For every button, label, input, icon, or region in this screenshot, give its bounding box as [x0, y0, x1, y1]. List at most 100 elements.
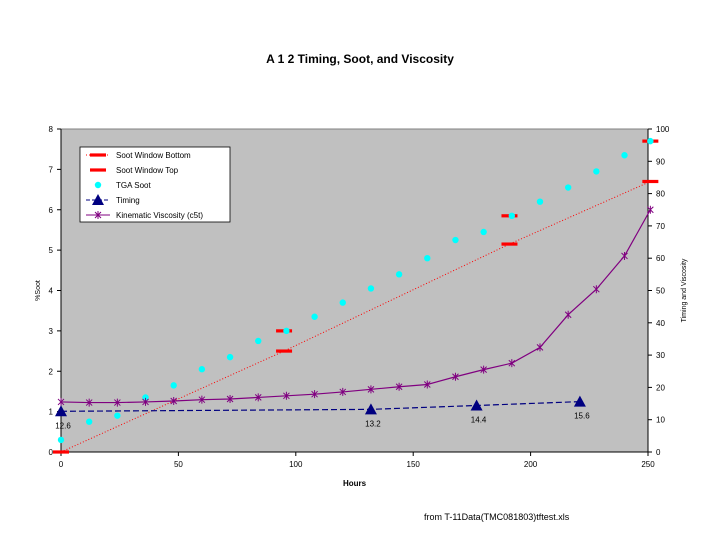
kinematic-viscosity-point — [311, 390, 318, 399]
y-left-tick-label: 6 — [49, 206, 54, 215]
kinematic-viscosity-point — [480, 365, 487, 374]
series-kinematic-viscosity — [57, 205, 654, 407]
y-left-tick-label: 0 — [49, 448, 54, 457]
tga-soot-point — [367, 285, 375, 292]
x-axis-title: Hours — [343, 479, 367, 488]
x-tick-label: 250 — [641, 460, 655, 469]
y-left-tick-label: 3 — [49, 327, 54, 336]
axis-layer: 0 50 100 150 200 2500123456780102030405060708… — [35, 125, 688, 488]
y-left-tick-label: 1 — [49, 408, 54, 417]
legend-entry: TGA Soot — [94, 181, 151, 190]
series-soot-window-bottom — [53, 179, 659, 454]
tga-soot-point — [480, 228, 487, 236]
series-timing: 12.6 13.2 14.4 15.6 — [55, 395, 590, 430]
x-tick-label: 200 — [524, 460, 538, 469]
soot-window-bottom-marker — [501, 242, 518, 246]
legend-entry: Kinematic Viscosity (c5t) — [86, 211, 203, 220]
y-right-tick-label: 50 — [656, 287, 665, 296]
timing-data-label: 12.6 — [55, 421, 71, 430]
kinematic-viscosity-point — [423, 380, 431, 389]
legend-swatch-marker — [90, 153, 106, 157]
tga-soot-point — [57, 436, 65, 444]
legend-label: Timing — [116, 196, 140, 205]
tga-soot-point — [170, 382, 177, 389]
kinematic-viscosity-point — [254, 393, 262, 402]
y-right-tick-label: 70 — [656, 222, 665, 231]
tga-soot-point — [621, 152, 628, 159]
kinematic-viscosity-line — [60, 209, 651, 404]
y-right-tick-label: 40 — [656, 319, 665, 328]
tga-soot-point — [452, 236, 459, 244]
kinematic-viscosity-point — [395, 382, 403, 391]
tga-soot-point — [311, 313, 318, 320]
tga-soot-point — [226, 353, 234, 361]
legend-box — [79, 146, 231, 223]
timing-point — [364, 403, 377, 415]
tga-soot-point — [85, 418, 93, 425]
kinematic-viscosity-point — [113, 398, 121, 407]
legend-label: Soot Window Bottom — [116, 151, 191, 160]
tga-soot-point — [283, 327, 290, 335]
y-left-tick-label: 4 — [49, 287, 54, 296]
y-left-tick-label: 5 — [49, 246, 54, 255]
y-right-tick-label: 80 — [656, 190, 665, 199]
series-layer: 12.6 13.2 14.4 15.6 — [53, 137, 659, 454]
tga-soot-point — [198, 366, 206, 373]
timing-point — [573, 395, 586, 407]
tga-soot-point — [114, 412, 121, 419]
y-left-tick-label: 7 — [49, 165, 54, 174]
legend-label: Kinematic Viscosity (c5t) — [116, 211, 203, 220]
legend-swatch-marker — [90, 168, 106, 172]
kinematic-viscosity-point — [142, 397, 149, 406]
soot-window-bottom-marker — [642, 179, 659, 184]
soot-window-bottom-line — [60, 181, 651, 453]
tga-soot-point — [508, 212, 516, 220]
legend-swatch-marker — [94, 211, 102, 219]
kinematic-viscosity-point — [536, 343, 544, 352]
kinematic-viscosity-point — [452, 372, 459, 381]
kinematic-viscosity-point — [85, 398, 93, 407]
legend-entry: Soot Window Top — [90, 166, 179, 175]
timing-data-label: 13.2 — [365, 419, 381, 428]
kinematic-viscosity-point — [226, 395, 234, 404]
y-right-axis-title: Timing and Viscosity — [681, 258, 688, 322]
timing-data-label: 15.6 — [574, 412, 590, 421]
soot-window-bottom-marker — [276, 349, 293, 353]
legend-entry: Soot Window Bottom — [86, 151, 191, 160]
legend-entry: Timing — [86, 194, 140, 205]
series-tga-soot — [57, 137, 654, 444]
x-tick-label: 0 — [59, 460, 64, 469]
tga-soot-point — [395, 271, 403, 278]
timing-point — [55, 405, 67, 417]
y-right-tick-label: 10 — [656, 416, 665, 425]
timing-data-label: 14.4 — [471, 415, 487, 424]
tga-soot-point — [142, 394, 149, 401]
kinematic-viscosity-point — [508, 359, 516, 368]
tga-soot-point — [255, 337, 262, 345]
y-right-tick-label: 90 — [656, 157, 665, 166]
tga-soot-point — [339, 299, 346, 306]
tga-soot-point — [647, 137, 654, 145]
timing-point — [470, 399, 483, 411]
tga-soot-point — [564, 184, 572, 191]
y-left-tick-label: 2 — [49, 367, 54, 376]
tga-soot-point — [536, 198, 544, 205]
timing-line — [60, 401, 580, 412]
kinematic-viscosity-point — [339, 387, 347, 396]
chart-title: A 1 2 Timing, Soot, and Viscosity — [266, 52, 454, 66]
kinematic-viscosity-point — [170, 396, 178, 405]
kinematic-viscosity-point — [283, 391, 290, 400]
legend-label: Soot Window Top — [116, 166, 179, 175]
kinematic-viscosity-point — [57, 397, 65, 406]
tga-soot-point — [424, 255, 431, 262]
source-note: from T-11Data(TMC081803)tftest.xls — [424, 512, 570, 522]
x-tick-label: 100 — [289, 460, 303, 469]
kinematic-viscosity-point — [621, 251, 628, 260]
kinematic-viscosity-point — [367, 385, 375, 394]
legend-swatch-marker — [94, 181, 102, 189]
kinematic-viscosity-point — [564, 310, 572, 319]
y-right-tick-label: 0 — [656, 448, 661, 457]
legend-swatch-marker — [92, 194, 104, 205]
x-tick-label: 50 — [174, 460, 183, 469]
